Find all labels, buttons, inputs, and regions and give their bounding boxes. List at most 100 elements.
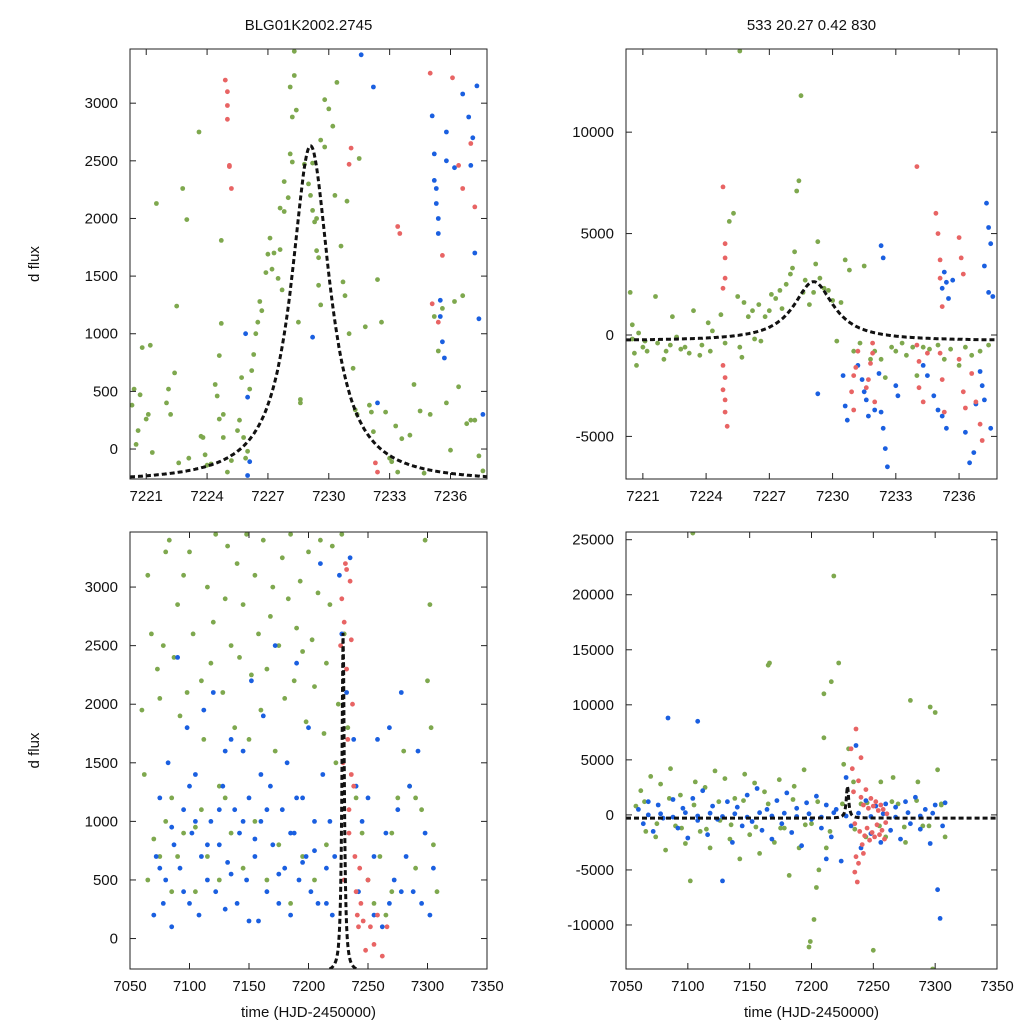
data-point: [327, 819, 333, 824]
data-point: [362, 324, 368, 330]
data-point: [920, 363, 926, 368]
data-point: [365, 877, 371, 883]
data-point: [828, 679, 834, 685]
data-point: [722, 340, 728, 346]
x-tick-label: 7236: [942, 488, 975, 505]
data-point: [655, 802, 661, 808]
data-point: [375, 469, 380, 475]
data-point: [636, 330, 641, 336]
data-point: [218, 321, 224, 326]
data-point: [437, 297, 443, 303]
data-point: [196, 912, 202, 918]
data-point: [956, 356, 962, 362]
data-point: [348, 772, 354, 777]
data-point: [752, 780, 757, 786]
data-point: [160, 643, 166, 648]
data-point: [335, 701, 341, 707]
data-point: [287, 84, 293, 90]
data-point: [169, 795, 175, 801]
y-tick-label: -5000: [576, 862, 614, 879]
data-point: [216, 807, 222, 813]
y-tick-label: 1000: [85, 326, 118, 343]
data-point: [181, 572, 187, 578]
data-point: [941, 356, 947, 362]
data-point: [240, 865, 246, 871]
data-point: [229, 458, 234, 463]
data-point: [139, 707, 145, 713]
data-point: [232, 807, 238, 813]
data-point: [772, 840, 777, 845]
data-point: [154, 201, 159, 206]
data-point: [450, 75, 455, 81]
data-point: [130, 402, 135, 408]
data-point: [425, 678, 430, 684]
data-point: [383, 409, 388, 415]
data-point: [480, 468, 486, 474]
data-point: [873, 799, 879, 805]
data-point: [882, 375, 888, 380]
data-point: [387, 901, 392, 906]
data-point: [175, 854, 181, 859]
data-point: [806, 811, 812, 817]
data-point: [948, 346, 953, 352]
data-point: [339, 596, 345, 602]
data-point: [893, 383, 899, 389]
data-point: [801, 767, 807, 773]
y-tick-label: 1500: [85, 268, 118, 285]
data-point: [166, 386, 171, 392]
data-point: [431, 314, 437, 319]
data-point: [310, 160, 315, 166]
data-point: [395, 469, 401, 475]
data-point: [802, 277, 808, 283]
data-point: [272, 748, 278, 754]
data-point: [139, 345, 145, 350]
data-point: [435, 348, 441, 354]
data-point: [365, 795, 371, 801]
data-point: [880, 811, 886, 817]
data-point: [256, 631, 261, 637]
data-point: [867, 837, 872, 843]
data-point: [728, 822, 734, 828]
data-point: [920, 823, 926, 829]
data-point: [848, 823, 854, 829]
panel-top-right: 7221 7224 7227 7230 7233 7236 -5000 0 5000 10000 5…: [572, 17, 998, 505]
data-point: [145, 412, 151, 417]
data-point: [914, 373, 920, 378]
data-point: [440, 306, 445, 311]
series-blue: [243, 52, 486, 478]
data-point: [147, 342, 153, 348]
data-point: [222, 77, 228, 83]
data-point: [419, 901, 424, 906]
data-point: [368, 924, 373, 930]
data-point: [421, 470, 427, 476]
data-point: [303, 719, 309, 725]
data-point: [783, 281, 789, 287]
y-tick-label: 0: [110, 441, 118, 458]
data-point: [931, 393, 937, 399]
series-green: [130, 49, 486, 476]
data-point: [855, 348, 861, 354]
data-point: [762, 314, 768, 320]
data-point: [742, 771, 748, 777]
data-point: [732, 811, 738, 817]
data-point: [815, 239, 821, 245]
data-point: [232, 725, 238, 731]
data-point: [854, 879, 860, 885]
data-point: [330, 123, 336, 129]
data-point: [186, 455, 192, 461]
data-point: [819, 825, 824, 831]
data-point: [838, 858, 844, 864]
data-point: [705, 320, 711, 326]
data-point: [937, 350, 943, 356]
data-point: [827, 829, 833, 834]
data-point: [661, 356, 667, 362]
data-point: [291, 73, 297, 78]
data-point: [310, 208, 315, 213]
y-tick-label: 500: [93, 872, 118, 889]
data-point: [856, 810, 861, 816]
data-point: [692, 779, 698, 785]
data-point: [879, 827, 885, 833]
x-axis-label: time (HJD-2450000): [744, 1004, 879, 1021]
data-point: [863, 787, 869, 792]
data-point: [830, 298, 835, 303]
